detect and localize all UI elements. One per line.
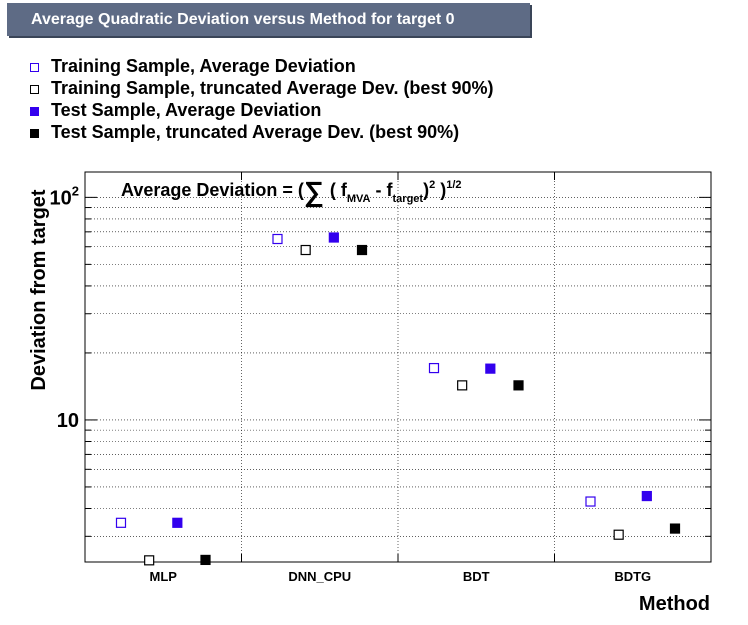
- data-point: [669, 523, 681, 534]
- y-axis-label: Deviation from target: [28, 189, 50, 390]
- data-points: [115, 232, 681, 566]
- x-tick-label: MLP: [150, 569, 178, 584]
- legend-label-test-trunc: Test Sample, truncated Average Dev. (bes…: [51, 121, 460, 142]
- data-point: [356, 244, 368, 256]
- legend-entry-test-avg: Test Sample, Average Deviation: [30, 99, 493, 121]
- data-point: [485, 363, 496, 374]
- data-point: [115, 517, 127, 528]
- data-point: [428, 362, 440, 374]
- y-tick-label: 10: [57, 410, 79, 432]
- legend-label-train-trunc: Training Sample, truncated Average Dev. …: [51, 77, 494, 98]
- x-tick-label: BDTG: [614, 569, 651, 584]
- y-tick-label: 102: [50, 183, 79, 209]
- grid: [85, 172, 711, 562]
- data-point: [144, 555, 155, 566]
- legend-marker-train-trunc: [30, 84, 39, 94]
- data-point: [613, 529, 624, 540]
- legend-marker-test-avg: [30, 106, 39, 116]
- data-point: [172, 517, 183, 528]
- formula: Average Deviation = (∑( fMVA - ftarget)2…: [121, 176, 462, 208]
- legend-label-train-avg: Training Sample, Average Deviation: [51, 55, 356, 76]
- legend-entry-train-avg: Training Sample, Average Deviation: [30, 55, 493, 77]
- data-point: [513, 380, 524, 391]
- legend-marker-train-avg: [30, 62, 39, 72]
- legend-entry-train-trunc: Training Sample, truncated Average Dev. …: [30, 77, 493, 99]
- data-point: [300, 244, 311, 256]
- x-tick-label: DNN_CPU: [288, 569, 351, 584]
- data-point: [272, 233, 283, 245]
- data-point: [328, 232, 339, 243]
- data-point: [641, 490, 652, 502]
- legend: Training Sample, Average Deviation Train…: [30, 55, 493, 143]
- chart-title: Average Quadratic Deviation versus Metho…: [7, 3, 530, 36]
- data-point: [457, 380, 468, 391]
- x-axis-label: Method: [639, 593, 710, 615]
- legend-label-test-avg: Test Sample, Average Deviation: [51, 99, 322, 120]
- x-tick-label: BDT: [463, 569, 490, 584]
- legend-entry-test-trunc: Test Sample, truncated Average Dev. (bes…: [30, 121, 493, 143]
- axes: 10 102 MLP DNN_CPU BDT BDTG: [50, 172, 711, 584]
- data-point: [200, 554, 211, 566]
- legend-marker-test-trunc: [30, 128, 39, 138]
- data-point: [585, 496, 596, 507]
